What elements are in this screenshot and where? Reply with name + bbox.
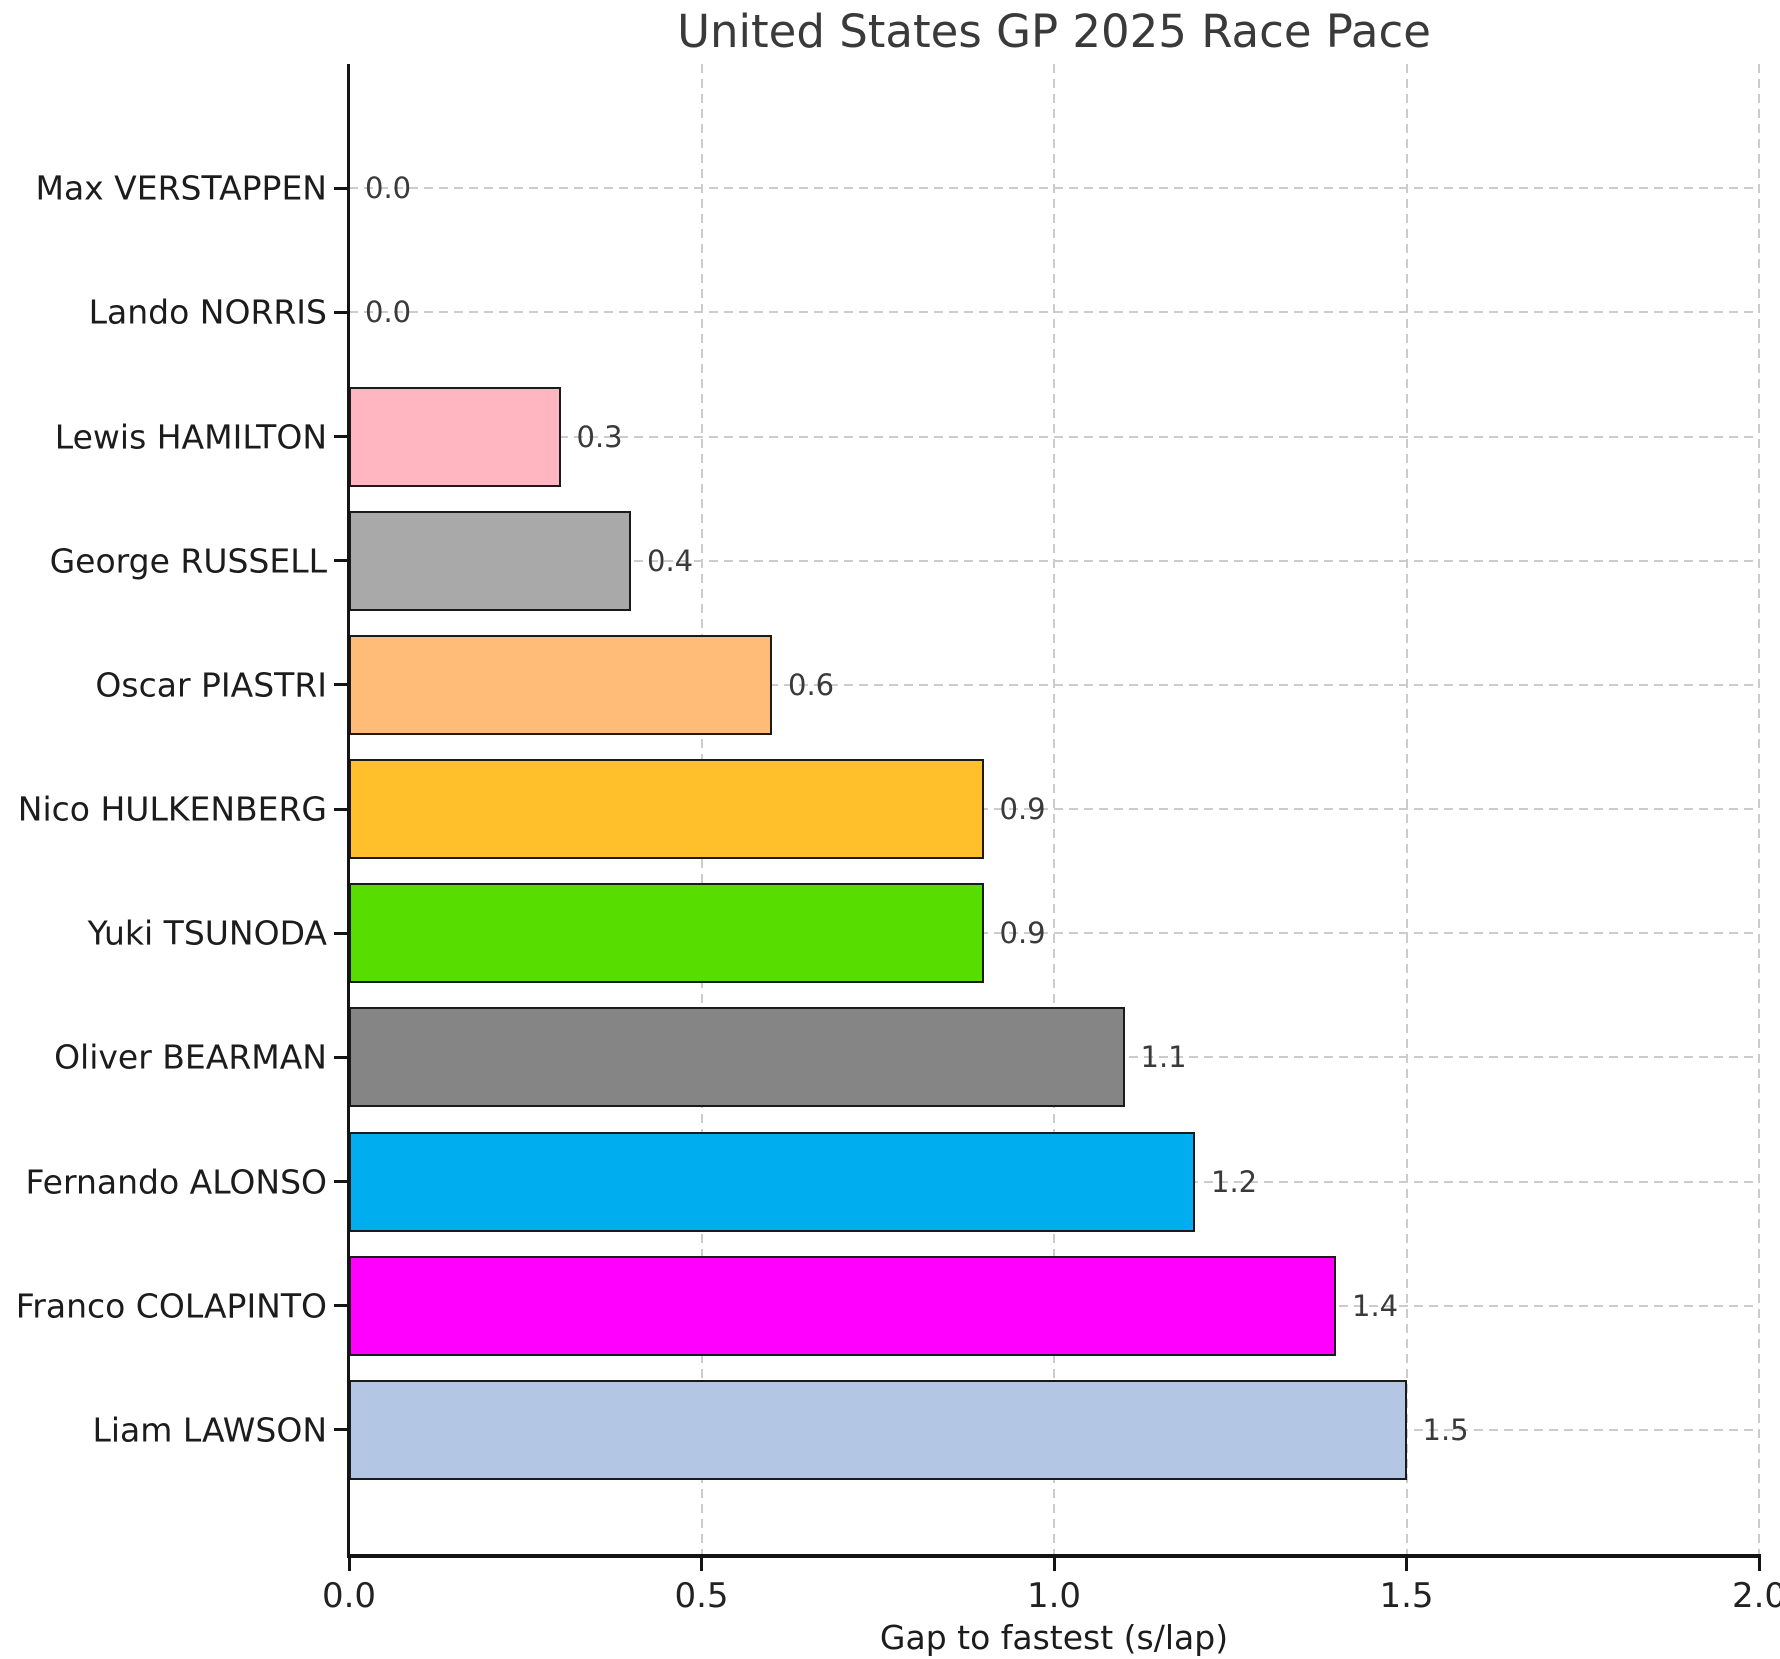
y-gridline [349, 187, 1759, 190]
chart-title: United States GP 2025 Race Pace [677, 5, 1431, 58]
driver-label: Oliver BEARMAN [54, 1037, 327, 1077]
value-label: 0.6 [788, 667, 835, 702]
driver-label: Liam LAWSON [92, 1410, 327, 1450]
x-tick-mark [347, 1558, 351, 1571]
value-label: 0.3 [576, 419, 623, 454]
driver-label: Yuki TSUNODA [87, 913, 327, 953]
x-axis-spine [347, 1554, 1761, 1558]
y-tick-mark [334, 435, 347, 438]
driver-label: Nico HULKENBERG [17, 789, 327, 829]
driver-label: Lando NORRIS [88, 292, 327, 332]
y-tick-mark [334, 683, 347, 687]
value-label: 0.9 [999, 916, 1046, 951]
bar [349, 510, 631, 611]
x-axis-label: Gap to fastest (s/lap) [879, 1618, 1229, 1657]
bar [349, 1379, 1407, 1480]
plot-area: Gap to fastest (s/lap) 0.0 0.5 1.0 1.5 2.0 Ma… [16, 64, 1780, 1657]
y-tick-mark [334, 310, 347, 314]
y-gridline [349, 435, 1759, 438]
value-label: 0.4 [647, 543, 694, 578]
x-gridline [1758, 64, 1760, 1554]
y-gridline [349, 808, 1759, 810]
bar [349, 386, 561, 487]
x-tick-label: 0.0 [321, 1576, 377, 1616]
driver-label: Franco COLAPINTO [15, 1286, 327, 1326]
y-tick-mark [334, 931, 347, 935]
x-tick-mark [1405, 1558, 1408, 1571]
y-tick-mark [334, 1428, 347, 1432]
bar [349, 883, 984, 984]
bar [349, 634, 772, 735]
bar [349, 1131, 1195, 1232]
x-tick-mark [700, 1558, 703, 1571]
y-gridline [349, 932, 1759, 935]
bar [349, 759, 984, 859]
x-tick-mark [1052, 1558, 1056, 1571]
value-label: 1.5 [1422, 1412, 1469, 1447]
y-axis-spine [347, 64, 350, 1554]
y-tick-mark [334, 807, 347, 811]
driver-label: George RUSSELL [49, 541, 327, 581]
bar [349, 1007, 1125, 1108]
driver-label: Fernando ALONSO [25, 1162, 327, 1201]
value-label: 0.0 [365, 171, 412, 206]
value-label: 0.9 [999, 792, 1046, 826]
value-label: 1.4 [1352, 1288, 1399, 1323]
bar [349, 1255, 1336, 1356]
y-tick-mark [334, 1180, 347, 1183]
driver-label: Oscar PIASTRI [95, 665, 327, 705]
y-tick-mark [334, 1055, 347, 1059]
x-tick-label: 0.5 [674, 1576, 729, 1616]
y-tick-mark [334, 1304, 347, 1308]
x-tick-label: 1.5 [1379, 1576, 1434, 1616]
y-tick-mark [334, 559, 347, 563]
value-label: 1.1 [1140, 1040, 1187, 1075]
value-label: 0.0 [365, 295, 412, 330]
x-tick-mark [1757, 1558, 1761, 1571]
y-gridline [349, 683, 1759, 686]
x-tick-label: 2.0 [1731, 1576, 1780, 1616]
driver-label: Max VERSTAPPEN [35, 168, 327, 208]
x-tick-label: 1.0 [1026, 1576, 1082, 1616]
y-gridline [349, 559, 1759, 562]
y-gridline [349, 311, 1759, 314]
driver-label: Lewis HAMILTON [54, 417, 327, 456]
value-label: 1.2 [1211, 1164, 1258, 1199]
y-tick-mark [334, 186, 347, 190]
